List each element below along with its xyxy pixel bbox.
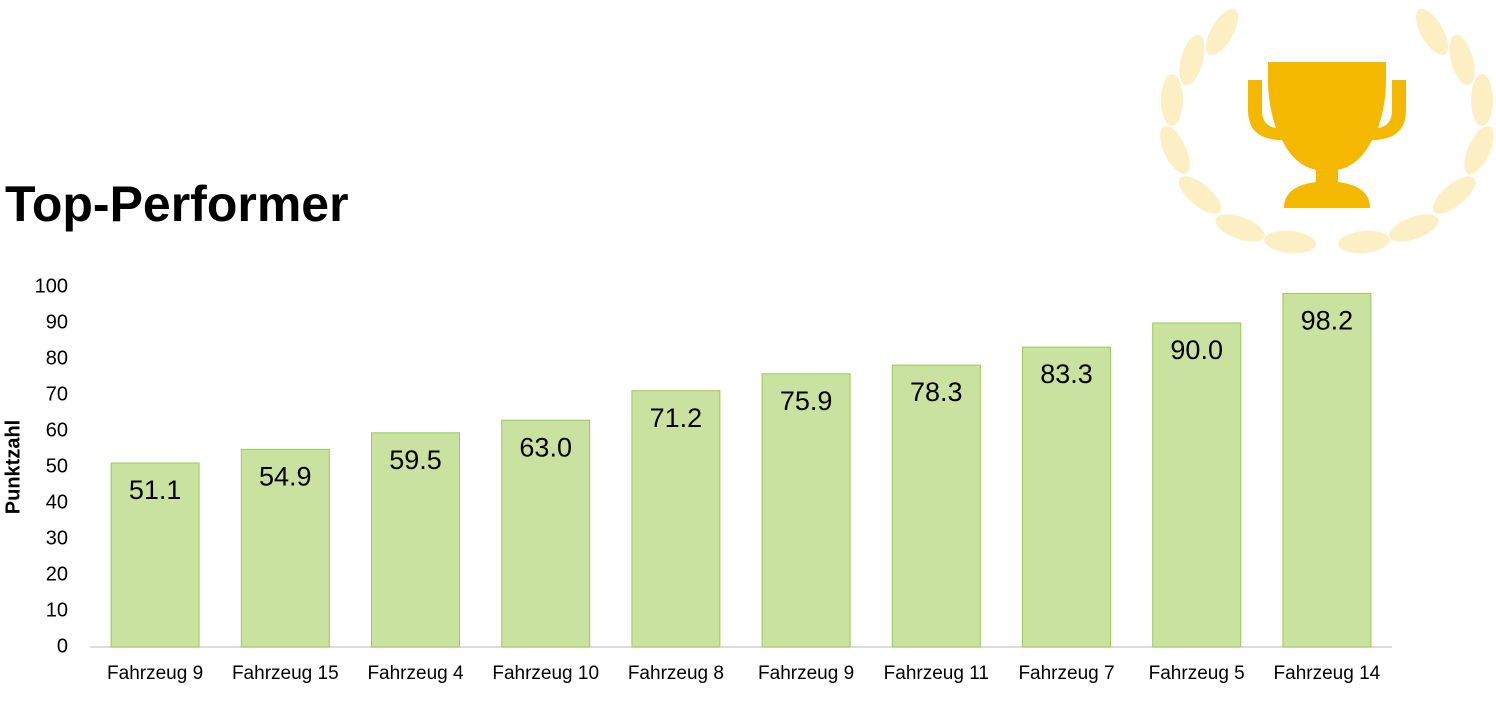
x-tick-label: Fahrzeug 9 <box>758 663 854 684</box>
y-tick-label: 50 <box>46 455 68 477</box>
x-tick-label: Fahrzeug 10 <box>492 663 599 684</box>
y-tick-label: 30 <box>46 527 68 549</box>
x-tick-label: Fahrzeug 14 <box>1274 663 1381 684</box>
x-tick-label: Fahrzeug 11 <box>884 663 989 684</box>
y-tick-label: 60 <box>46 419 68 441</box>
x-tick-label: Fahrzeug 7 <box>1018 663 1114 684</box>
bar <box>1152 322 1242 648</box>
value-label: 78.3 <box>910 377 963 407</box>
x-tick-label: Fahrzeug 8 <box>628 663 724 684</box>
y-tick-label: 70 <box>46 383 68 405</box>
trophy-icon <box>1160 8 1494 254</box>
value-label: 54.9 <box>259 461 312 491</box>
y-tick-label: 10 <box>46 599 68 621</box>
y-tick-label: 100 <box>35 275 68 297</box>
bar <box>501 419 591 648</box>
x-tick-label: Fahrzeug 5 <box>1149 663 1245 684</box>
bar <box>110 462 200 648</box>
bar <box>1282 292 1372 648</box>
value-label: 63.0 <box>519 432 572 462</box>
y-tick-label: 0 <box>57 635 68 657</box>
y-tick-label: 80 <box>46 347 68 369</box>
bar <box>1022 346 1111 648</box>
value-label: 98.2 <box>1301 306 1354 336</box>
bar <box>371 432 460 648</box>
x-tick-label: Fahrzeug 4 <box>367 663 464 684</box>
bar <box>631 390 721 648</box>
bar <box>891 364 981 648</box>
value-label: 51.1 <box>129 475 182 505</box>
bar <box>240 448 330 648</box>
bar <box>761 373 851 648</box>
x-tick-label: Fahrzeug 15 <box>232 663 339 684</box>
y-axis-label: Punktzahl <box>2 420 24 514</box>
y-tick-label: 40 <box>46 491 68 513</box>
value-label: 71.2 <box>650 403 703 433</box>
y-tick-label: 20 <box>46 563 68 585</box>
chart-title: Top-Performer <box>5 176 349 232</box>
x-tick-label: Fahrzeug 9 <box>107 663 203 684</box>
value-label: 75.9 <box>780 386 833 416</box>
value-label: 59.5 <box>389 445 442 475</box>
value-label: 83.3 <box>1040 359 1093 389</box>
y-tick-label: 90 <box>46 311 68 333</box>
value-label: 90.0 <box>1170 335 1223 365</box>
